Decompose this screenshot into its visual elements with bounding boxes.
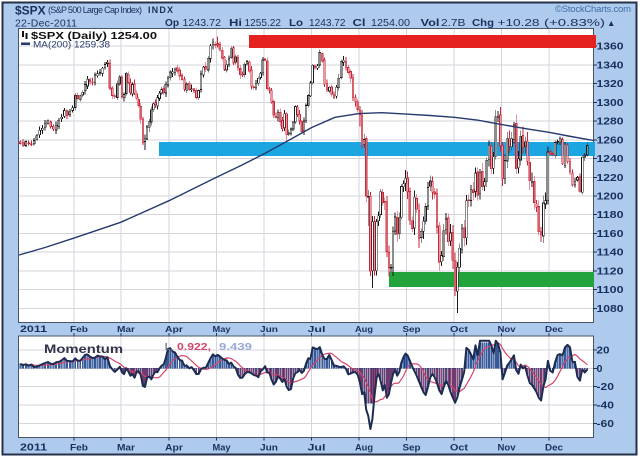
svg-text:1320: 1320 [597, 79, 625, 90]
svg-text:Nov: Nov [498, 324, 516, 334]
svg-text:INDX: INDX [148, 5, 173, 15]
svg-text:Aug: Aug [355, 324, 373, 334]
svg-text:1120: 1120 [597, 266, 625, 277]
svg-text:$SPX (Daily) 1254.00: $SPX (Daily) 1254.00 [31, 30, 157, 42]
svg-text:▲: ▲ [607, 18, 615, 28]
svg-text:1160: 1160 [597, 229, 625, 240]
svg-text:Sep: Sep [403, 443, 422, 453]
svg-text:-40: -40 [597, 401, 615, 412]
svg-text:Apr: Apr [165, 443, 184, 453]
svg-text:2011: 2011 [20, 324, 48, 335]
svg-text:Mar: Mar [117, 443, 136, 453]
svg-text:1300: 1300 [597, 98, 625, 109]
svg-text:1280: 1280 [597, 117, 625, 128]
svg-text:20: 20 [597, 345, 611, 356]
svg-text:1100: 1100 [597, 285, 625, 296]
svg-text:1220: 1220 [597, 173, 625, 184]
svg-text:Sep: Sep [403, 324, 421, 334]
svg-text:0: 0 [597, 364, 604, 375]
svg-text:Oct: Oct [450, 324, 468, 334]
svg-text:May: May [213, 324, 231, 334]
svg-text:Jun: Jun [260, 443, 278, 453]
svg-text:1360: 1360 [597, 42, 625, 53]
svg-text:-60: -60 [597, 419, 615, 430]
svg-text:Momentum: Momentum [44, 344, 123, 356]
svg-text:1340: 1340 [597, 60, 625, 71]
svg-text:May: May [213, 443, 231, 453]
svg-text:Mar: Mar [117, 324, 136, 334]
svg-text:(S&P 500 Large Cap Index): (S&P 500 Large Cap Index) [48, 5, 142, 15]
svg-text:©StockCharts.com: ©StockCharts.com [555, 4, 631, 15]
svg-text:Jul: Jul [308, 324, 326, 334]
svg-text:$SPX: $SPX [15, 4, 46, 18]
svg-text:1140: 1140 [597, 248, 625, 259]
svg-text:1200: 1200 [597, 192, 625, 203]
svg-text:1260: 1260 [597, 135, 625, 146]
svg-text:Oct: Oct [450, 443, 468, 453]
svg-text:MA(200) 1259.38: MA(200) 1259.38 [33, 40, 110, 51]
svg-text:1180: 1180 [597, 210, 625, 221]
svg-text:Aug: Aug [355, 443, 373, 453]
svg-text:L,0.922,9.439: L, 0.922, 9.439 [165, 342, 253, 353]
svg-text:Feb: Feb [70, 443, 89, 453]
svg-text:Dec: Dec [545, 324, 563, 334]
svg-text:Feb: Feb [70, 324, 88, 334]
svg-text:-20: -20 [597, 382, 615, 393]
svg-text:1240: 1240 [597, 154, 625, 165]
svg-text:Nov: Nov [498, 443, 516, 453]
svg-text:1080: 1080 [597, 304, 625, 315]
svg-text:Jul: Jul [308, 443, 326, 453]
svg-text:22-Dec-2011: 22-Dec-2011 [15, 18, 77, 30]
svg-text:Dec: Dec [545, 443, 563, 453]
svg-text:Jun: Jun [260, 324, 278, 334]
svg-text:Apr: Apr [165, 324, 184, 334]
svg-text:2011: 2011 [20, 442, 47, 454]
